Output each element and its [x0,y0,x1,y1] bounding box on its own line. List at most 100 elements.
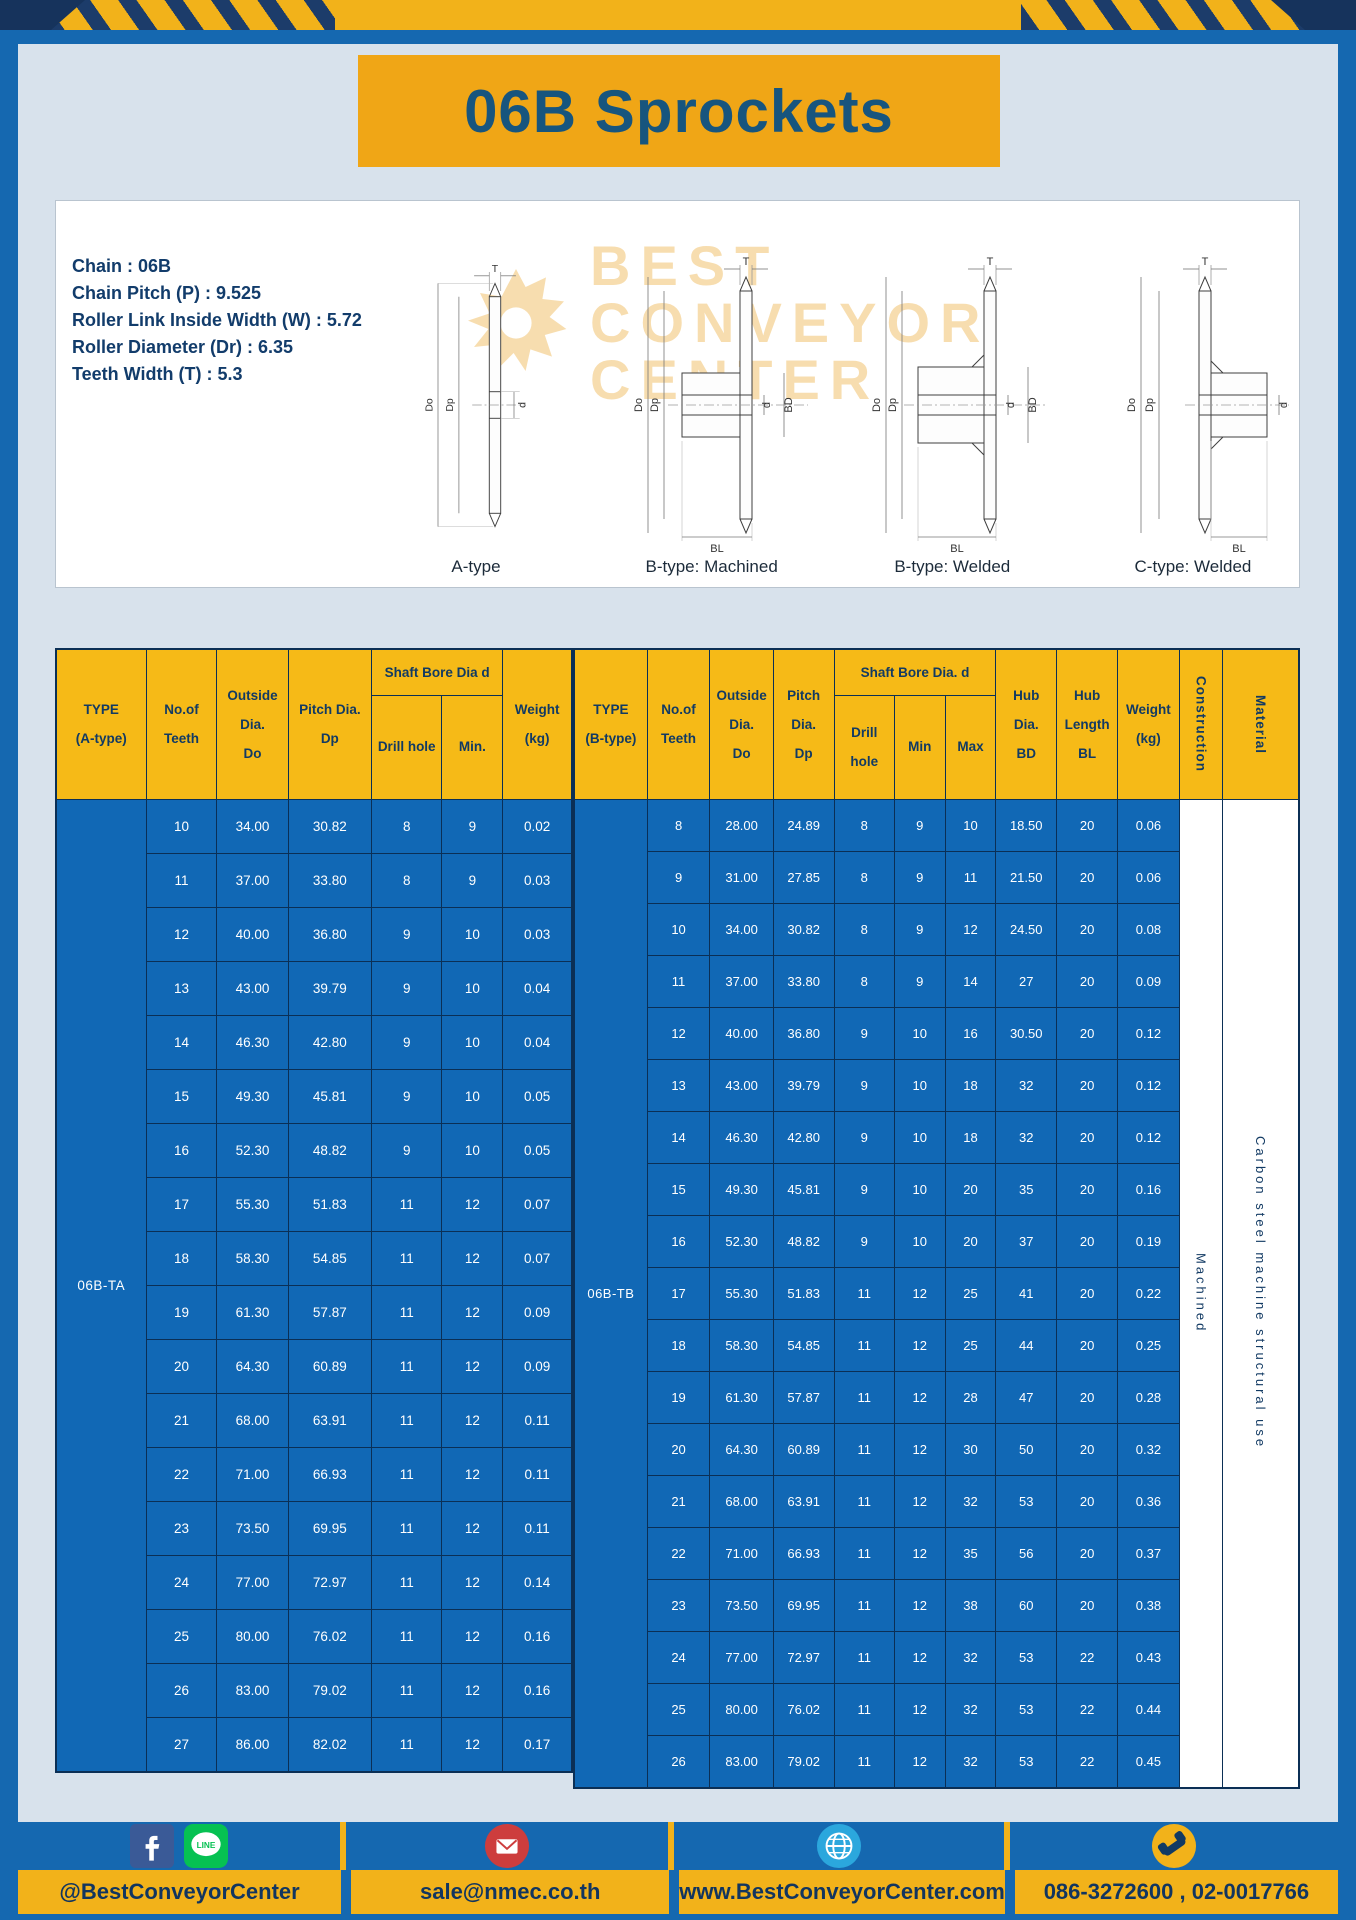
table-cell: 11 [370,1554,443,1610]
table-cell: 9 [441,798,504,854]
table-cell: 20 [1055,1266,1119,1320]
table-cell: 64.30 [216,1338,289,1394]
table-cell: 54.85 [772,1318,835,1372]
table-cell: 46.30 [216,1014,289,1070]
table-cell: 0.19 [1117,1214,1180,1268]
table-cell: 0.38 [1117,1578,1180,1632]
table-cell: 9 [370,906,443,962]
table-cell: 0.12 [1117,1006,1180,1060]
table-cell: 10 [441,1122,504,1178]
table-cell: 48.82 [287,1122,372,1178]
table-row: 24 77.00 72.97 11 12 0.14 [56,1554,573,1610]
table-cell: 0.05 [502,1068,573,1124]
table-cell: 21 [646,1474,711,1528]
table-cell: 23 [646,1578,711,1632]
table-row: 12 40.00 36.80 9 10 16 30.50 20 0.12 [574,1006,1299,1060]
table-cell: 20 [1055,1006,1119,1060]
table-cell: 83.00 [709,1734,774,1788]
table-cell: 11 [370,1176,443,1232]
table-cell: 10 [441,906,504,962]
table-cell: 80.00 [216,1608,289,1664]
table-cell: 33.80 [772,954,835,1008]
table-cell: 0.03 [502,906,573,962]
svg-text:LINE: LINE [197,1841,216,1850]
table-cell: 53 [995,1682,1057,1736]
table-cell: 12 [893,1526,946,1580]
table-cell: 79.02 [287,1662,372,1718]
table-cell: 72.97 [772,1630,835,1684]
table-cell: 9 [833,1162,895,1216]
table-cell: 26 [646,1734,711,1788]
table-cell: 73.50 [709,1578,774,1632]
table-cell: 12 [646,1006,711,1060]
table-cell: 9 [893,850,946,904]
table-cell: 12 [441,1176,504,1232]
table-cell: 60 [995,1578,1057,1632]
table-cell: 30.82 [287,798,372,854]
construction-cell: Machined [1178,798,1223,1788]
table-cell: 0.06 [1117,798,1180,852]
table-row: 19 61.30 57.87 11 12 0.09 [56,1284,573,1340]
table-cell: 15 [145,1068,218,1124]
table-cell: 22 [1055,1734,1119,1788]
table-cell: 22 [646,1526,711,1580]
table-cell: 23 [145,1500,218,1556]
svg-text:Dp: Dp [649,398,661,412]
table-cell: 20 [145,1338,218,1394]
footer-website-section: www.BestConveyorCenter.com [674,1822,1010,1914]
table-cell: 11 [944,850,997,904]
svg-text:T: T [492,264,499,275]
table-cell: 40.00 [709,1006,774,1060]
table-cell: 0.11 [502,1392,573,1448]
table-row: 18 58.30 54.85 11 12 0.07 [56,1230,573,1286]
table-cell: 20 [1055,1422,1119,1476]
table-cell: 0.16 [502,1662,573,1718]
table-cell: 0.06 [1117,850,1180,904]
col-header-min: Min. [441,694,504,800]
table-cell: 47 [995,1370,1057,1424]
line-icon: LINE [184,1824,229,1868]
table-cell: 9 [370,1122,443,1178]
table-cell: 12 [944,902,997,956]
table-cell: 8 [833,850,895,904]
table-cell: 53 [995,1734,1057,1788]
table-cell: 12 [893,1734,946,1788]
table-cell: 20 [1055,1578,1119,1632]
table-cell: 66.93 [772,1526,835,1580]
type-cell: 06B-TB [573,798,648,1788]
table-cell: 14 [646,1110,711,1164]
table-cell: 53 [995,1474,1057,1528]
diagram-c-type-welded: T Do Dp d [1093,215,1293,577]
table-cell: 12 [893,1630,946,1684]
table-row: 19 61.30 57.87 11 12 28 47 20 0.28 [574,1370,1299,1424]
table-row: 15 49.30 45.81 9 10 0.05 [56,1068,573,1124]
table-cell: 16 [944,1006,997,1060]
table-cell: 12 [893,1578,946,1632]
table-cell: 32 [995,1058,1057,1112]
svg-text:BD: BD [783,397,795,412]
table-cell: 9 [441,852,504,908]
table-cell: 72.97 [287,1554,372,1610]
table-cell: 30.50 [995,1006,1057,1060]
table-cell: 61.30 [709,1370,774,1424]
table-row: 24 77.00 72.97 11 12 32 53 22 0.43 [574,1630,1299,1684]
table-cell: 0.02 [502,798,573,854]
table-cell: 80.00 [709,1682,774,1736]
table-cell: 11 [370,1446,443,1502]
table-cell: 12 [441,1284,504,1340]
table-cell: 16 [646,1214,711,1268]
table-row: 26 83.00 79.02 11 12 32 53 22 0.45 [574,1734,1299,1788]
table-cell: 20 [1055,1058,1119,1112]
table-cell: 11 [370,1392,443,1448]
chain-specs: Chain : 06B Chain Pitch (P) : 9.525 Roll… [72,253,362,388]
table-cell: 0.12 [1117,1058,1180,1112]
col-header-max: Max [944,694,997,800]
table-cell: 11 [833,1370,895,1424]
table-b-body: 06B-TB 8 28.00 24.89 8 9 10 18.50 20 0.06 Machined… [573,798,1300,1788]
table-cell: 12 [441,1608,504,1664]
table-cell: 0.05 [502,1122,573,1178]
table-cell: 79.02 [772,1734,835,1788]
table-cell: 43.00 [709,1058,774,1112]
table-cell: 30.82 [772,902,835,956]
